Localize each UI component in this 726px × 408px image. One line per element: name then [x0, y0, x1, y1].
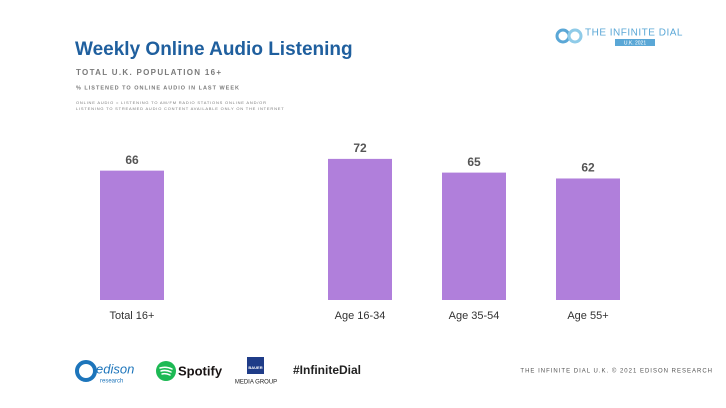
chart-title: Weekly Online Audio Listening: [75, 39, 353, 60]
edison-name: edison: [96, 361, 134, 376]
bauer-name: BAUER: [248, 365, 262, 370]
logo-band: [615, 39, 655, 46]
x-tick-label: Age 35-54: [449, 310, 500, 322]
credit: THE INFINITE DIAL U.K. © 2021 EDISON RES…: [520, 368, 713, 375]
spotify-waves: [159, 366, 173, 376]
value-label: 66: [125, 153, 139, 167]
note: ONLINE AUDIO = LISTENING TO AM/FM RADIO …: [76, 100, 267, 105]
logo-sub: U.K. 2021: [624, 40, 646, 46]
value-label: 62: [581, 161, 595, 175]
infinite-dial-logo: THE INFINITE DIAL U.K. 2021: [555, 28, 683, 46]
subtitle: TOTAL U.K. POPULATION 16+: [76, 68, 222, 77]
bar: [442, 172, 506, 300]
y-label: % LISTENED TO ONLINE AUDIO IN LAST WEEK: [76, 85, 240, 91]
x-tick-label: Age 16-34: [335, 310, 386, 322]
logo-title: THE INFINITE DIAL: [585, 28, 683, 39]
plot: Total 16+ 66 Age 16-34 72 Age 35-54 65 Age 55+…: [100, 141, 620, 322]
edison-logo: [75, 360, 97, 382]
edison-sub: research: [100, 379, 123, 385]
hashtag: #InfiniteDial: [293, 363, 361, 377]
bar: [556, 178, 620, 300]
logo-ring: [567, 28, 583, 44]
footer: edison research Spotify BAUER MEDIA GROU…: [75, 357, 713, 386]
note: LISTENING TO STREAMED AUDIO CONTENT AVAI…: [76, 106, 284, 111]
value-label: 72: [353, 141, 367, 155]
spotify-name: Spotify: [178, 363, 223, 378]
bar: [328, 158, 392, 300]
bauer-sub: MEDIA GROUP: [235, 380, 277, 386]
bauer-logo: [247, 357, 264, 374]
x-tick-label: Age 55+: [567, 310, 608, 322]
bar: [100, 170, 164, 300]
x-tick-label: Total 16+: [110, 310, 155, 322]
value-label: 65: [467, 155, 481, 169]
